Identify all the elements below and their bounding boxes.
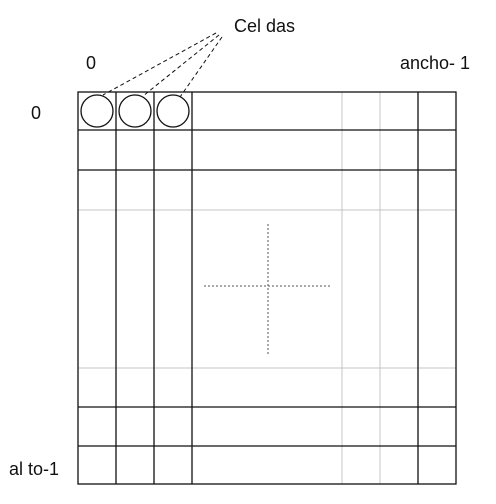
cell-circle: [118, 94, 152, 128]
y-origin-label: 0: [31, 103, 42, 123]
width-max-label: ancho- 1: [400, 53, 471, 73]
cell-circles: [80, 94, 190, 128]
cell-circle: [156, 94, 190, 128]
grid-border: [77, 91, 457, 485]
cells-label: Cel das: [234, 16, 296, 36]
height-max-label: al to-1: [9, 459, 60, 479]
faint-gridlines: [78, 92, 456, 484]
cell-circle: [80, 94, 114, 128]
continuation-cross: [204, 224, 332, 356]
x-origin-label: 0: [86, 53, 97, 73]
pointer-line: [102, 32, 217, 96]
main-gridlines: [77, 91, 457, 485]
cell-pointer-lines: [102, 32, 223, 98]
pointer-line: [142, 34, 220, 97]
pointer-line: [179, 36, 223, 98]
